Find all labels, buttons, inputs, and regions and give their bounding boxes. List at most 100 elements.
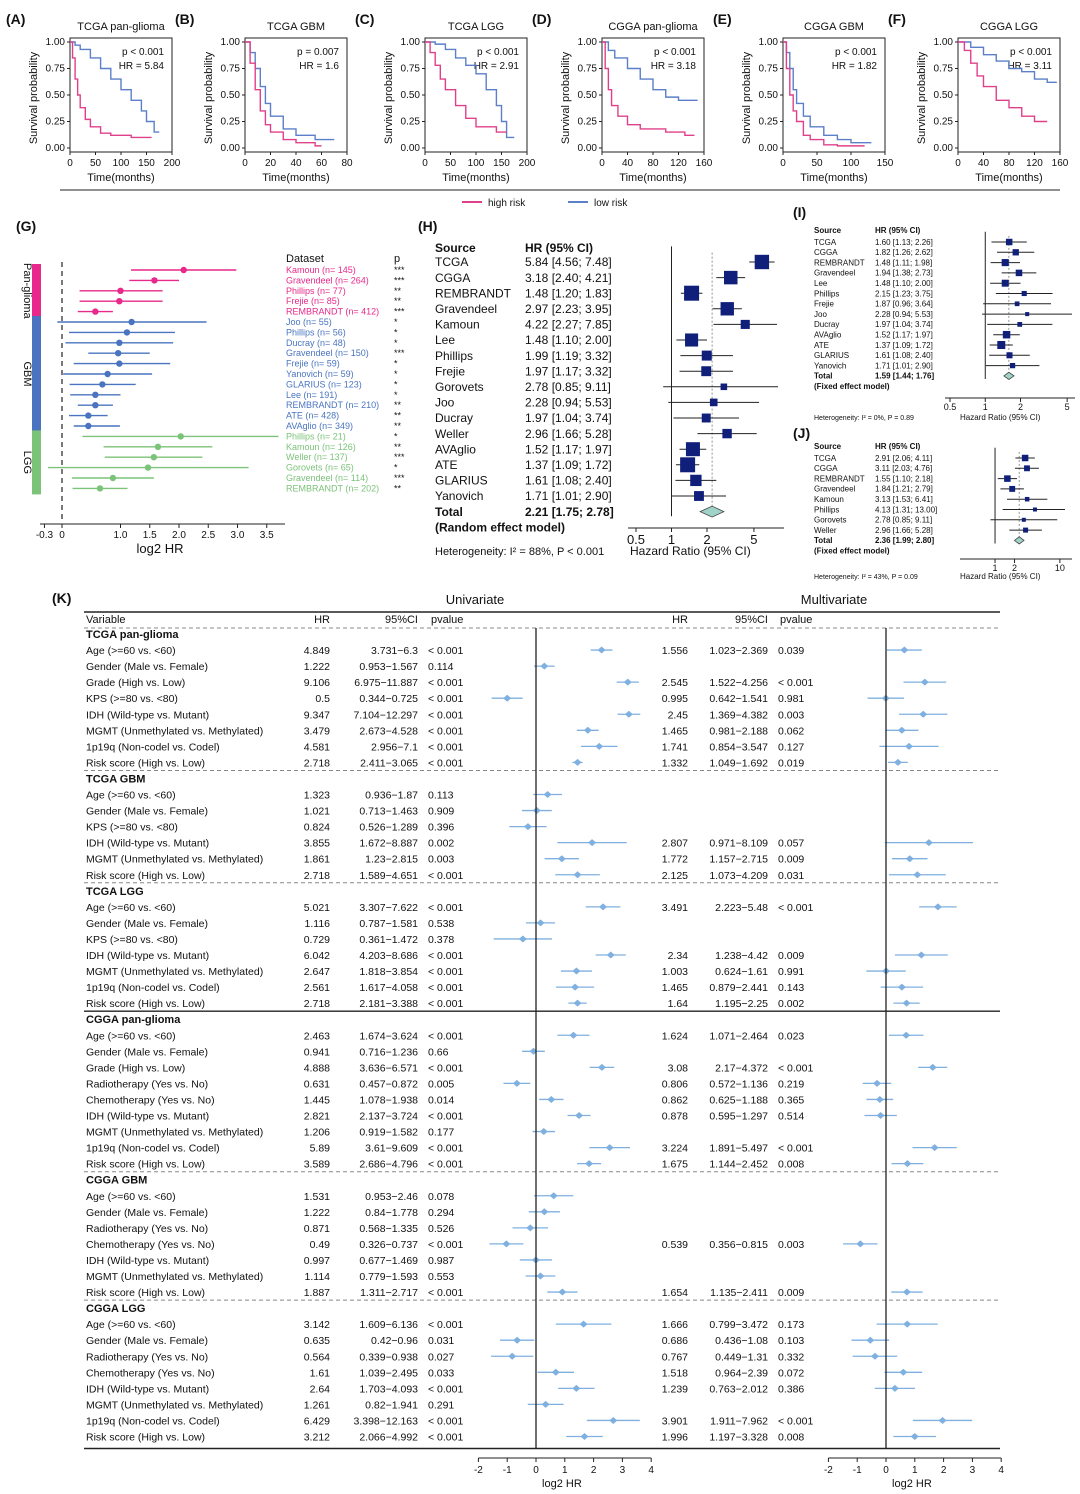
multi-p: 0.003 <box>778 1239 804 1251</box>
multi-hr: 1.465 <box>662 725 688 737</box>
multi-estimate <box>876 1112 885 1119</box>
uni-p: 0.66 <box>428 1046 449 1058</box>
point-estimate <box>1021 517 1026 522</box>
km-title: TCGA pan-glioma <box>77 21 165 33</box>
uni-estimate <box>541 1400 550 1408</box>
point-estimate <box>722 428 732 439</box>
point-estimate <box>1024 496 1030 502</box>
km-xlabel: Time(months) <box>262 172 329 184</box>
hr-ci-text: 1.71 [1.01; 2.90] <box>875 361 933 370</box>
multi-ci: 0.624−1.61 <box>715 966 768 978</box>
uni-p: < 0.001 <box>428 1319 463 1331</box>
uni-p: < 0.001 <box>428 709 463 721</box>
uni-ci: 6.975−11.887 <box>354 677 418 689</box>
km-curve-low <box>602 41 698 101</box>
multi-p: 0.103 <box>778 1335 804 1347</box>
km-xtick: 40 <box>290 158 302 169</box>
km-xlabel: Time(months) <box>87 172 154 184</box>
source-label: Phillips <box>814 289 839 298</box>
multi-hr: 3.491 <box>662 902 688 914</box>
uni-hr: 1.222 <box>304 661 330 673</box>
multi-estimate <box>928 1063 937 1071</box>
multi-hr: 0.878 <box>662 1111 688 1123</box>
uni-ci: 2.411−3.065 <box>360 757 418 769</box>
source-label: GLARIUS <box>814 351 849 360</box>
km-xtick: 0 <box>780 158 786 169</box>
multi-estimate <box>902 1288 911 1296</box>
km-xtick: 150 <box>877 158 894 169</box>
hr-ci-text: 1.97 [1.17; 3.32] <box>525 364 612 378</box>
multi-hr: 1.332 <box>662 757 688 769</box>
multi-hr: 3.08 <box>668 1062 689 1074</box>
uni-hr: 0.5 <box>315 693 330 705</box>
section-title: TCGA LGG <box>86 886 144 898</box>
multi-hr: 3.224 <box>662 1143 688 1155</box>
p-stars: * <box>394 431 398 441</box>
uni-estimate <box>575 1112 584 1119</box>
variable-label: Radiotherapy (Yes vs. No) <box>86 1351 208 1363</box>
dataset-label: Ducray (n= 48) <box>286 338 346 348</box>
header-hr: HR <box>314 614 330 626</box>
multi-ci: 1.073−4.209 <box>709 870 768 882</box>
uni-p: 0.294 <box>428 1207 454 1219</box>
source-label: ATE <box>814 341 829 350</box>
x-tick: 2.0 <box>172 530 186 541</box>
uni-ci: 0.953−1.567 <box>359 661 418 673</box>
uni-ci: 3.731−6.3 <box>371 645 418 657</box>
uni-ci: 0.326−0.737 <box>359 1239 418 1251</box>
x-tick: -0.3 <box>36 530 54 541</box>
p-stars: ** <box>394 296 402 306</box>
uni-hr: 3.212 <box>304 1432 330 1444</box>
uni-p: < 0.001 <box>428 1239 463 1251</box>
x-tick: 2.5 <box>201 530 215 541</box>
uni-estimate <box>573 758 582 766</box>
km-hr: HR = 2.91 <box>474 61 520 72</box>
km-ytick: 0.25 <box>46 117 66 128</box>
multi-x-tick: 3 <box>970 1465 976 1476</box>
p-stars: * <box>394 369 398 379</box>
uni-estimate <box>579 1320 588 1328</box>
legend-high-label: high risk <box>488 198 526 209</box>
multi-estimate <box>938 1416 947 1424</box>
variable-label: Gender (Male vs. Female) <box>86 661 208 673</box>
group-bar <box>32 316 41 432</box>
point-estimate <box>114 350 122 357</box>
uni-p: < 0.001 <box>428 1143 463 1155</box>
dataset-label: REMBRANDT (n= 202) <box>286 483 379 493</box>
uni-p: 0.526 <box>428 1223 454 1235</box>
km-ytick: 0.50 <box>934 90 954 101</box>
hr-ci-text: 1.48 [1.11; 1.98] <box>875 258 932 267</box>
km-ytick: 0.75 <box>46 64 66 75</box>
multi-p: 0.514 <box>778 1111 804 1123</box>
variable-label: IDH (Wild-type vs. Mutant) <box>86 709 209 721</box>
p-stars: *** <box>394 348 405 358</box>
uni-hr: 1.116 <box>305 918 331 930</box>
multi-p: 0.008 <box>778 1432 804 1444</box>
multi-hr: 1.741 <box>662 741 688 753</box>
km-curve-high <box>70 41 152 139</box>
col-hr: HR (95% CI) <box>525 241 593 255</box>
multi-estimate <box>924 839 933 847</box>
uni-p: < 0.001 <box>428 870 463 882</box>
km-ytick: 0.25 <box>221 117 241 128</box>
uni-ci: 0.339−0.938 <box>359 1351 418 1363</box>
uni-hr: 2.647 <box>304 966 330 978</box>
multi-estimate <box>905 742 914 750</box>
uni-p: 0.033 <box>428 1367 454 1379</box>
multi-estimate <box>910 1433 919 1440</box>
source-label: TCGA <box>814 238 837 247</box>
variable-label: Chemotherapy (Yes vs. No) <box>86 1094 215 1106</box>
uni-hr: 1.261 <box>304 1399 330 1411</box>
uni-x-tick: 4 <box>648 1465 654 1476</box>
multi-estimate <box>920 678 929 686</box>
panel-g: (G) Pan-glioma GBM LGG Dataset p Kamoun (n= 14… <box>16 218 405 556</box>
km-curve-low <box>245 41 335 141</box>
hr-ci-text: 1.55 [1.10; 2.18] <box>875 474 933 483</box>
uni-estimate <box>585 1160 594 1168</box>
x-tick: 0.5 <box>944 402 957 412</box>
km-title: TCGA LGG <box>448 21 504 33</box>
variable-label: Age (>=60 vs. <60) <box>86 1191 176 1203</box>
multi-estimate <box>866 1336 875 1344</box>
dataset-label: Phillips (n= 21) <box>286 431 346 441</box>
col-source: Source <box>814 442 842 451</box>
